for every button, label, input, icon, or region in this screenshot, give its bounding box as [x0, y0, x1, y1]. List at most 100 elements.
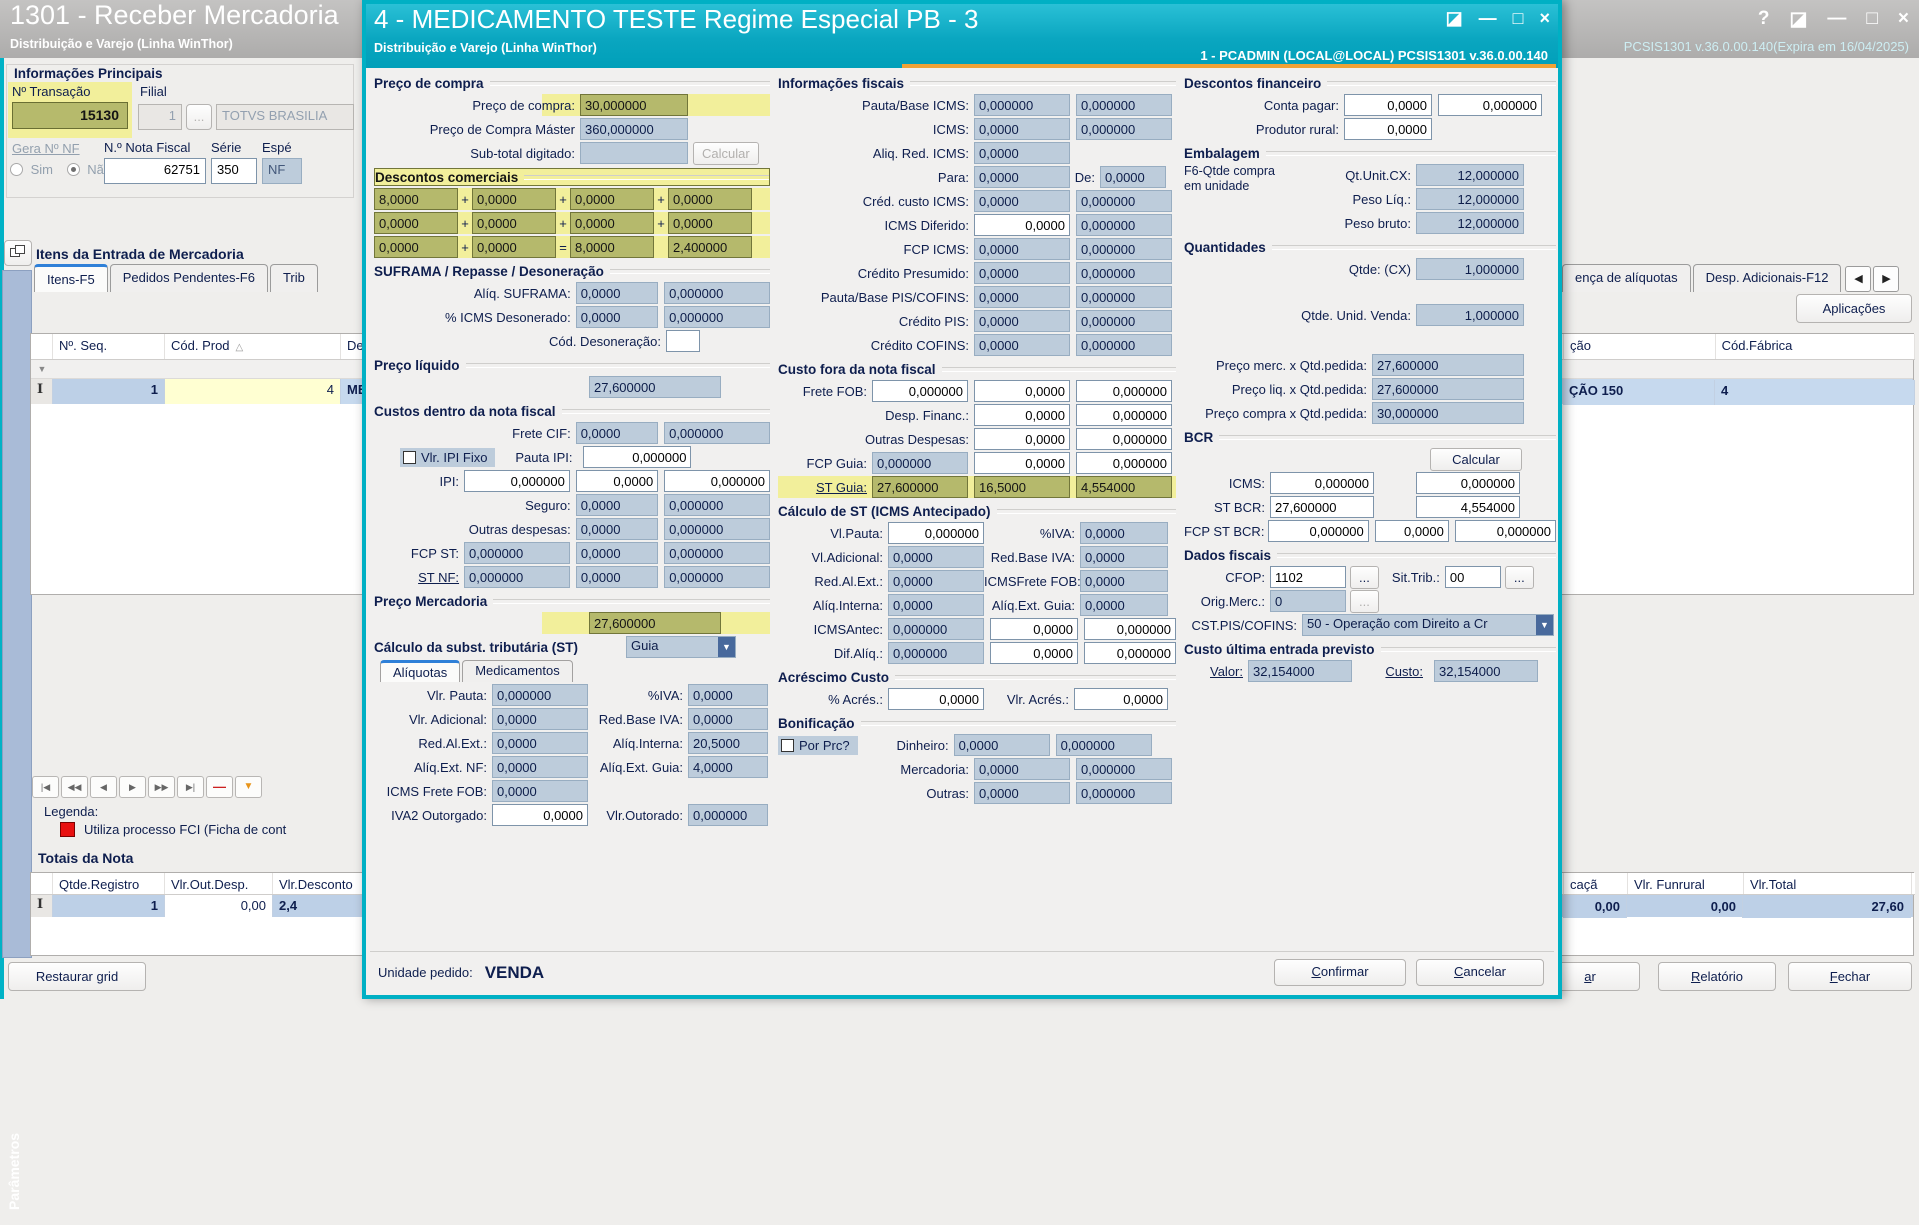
tab-desp-adicionais-f12[interactable]: Desp. Adicionais-F12	[1692, 264, 1842, 292]
fcp-guia-2-field[interactable]: 0,0000	[974, 452, 1070, 474]
cod-desoneracao-field[interactable]	[666, 330, 700, 352]
nav-next-page-icon[interactable]: ▶▶	[148, 776, 175, 798]
tab-tributacao[interactable]: Trib	[269, 264, 318, 292]
desconto-2-field[interactable]: 0,0000	[472, 188, 556, 210]
desconto-7-field[interactable]: 0,0000	[570, 212, 654, 234]
st-bcr-2-field[interactable]: 4,554000	[1416, 496, 1520, 518]
st-guia-1-field[interactable]: 27,600000	[872, 476, 968, 498]
desp-financ-2-field[interactable]: 0,000000	[1076, 404, 1172, 426]
chevron-down-icon[interactable]: ▼	[1536, 615, 1553, 635]
dialog-titlebar[interactable]: 4 - MEDICAMENTO TESTE Regime Especial PB…	[366, 4, 1558, 68]
tab-scroll-left-icon[interactable]: ◀	[1845, 266, 1872, 292]
ipi-3-field[interactable]: 0,000000	[664, 470, 770, 492]
valor-label[interactable]: Valor:	[1210, 663, 1243, 679]
bcr-calcular-button[interactable]: Calcular	[1430, 447, 1522, 471]
fcp-st-bcr-2-field[interactable]: 0,0000	[1374, 520, 1449, 542]
preco-de-compra-field[interactable]: 30,000000	[580, 94, 688, 116]
desconto-4-field[interactable]: 0,0000	[668, 188, 752, 210]
close-icon[interactable]: ×	[1539, 8, 1550, 28]
parametros-side-tab[interactable]: Parâmetros	[2, 270, 32, 1210]
st-guia-3-field[interactable]: 4,554000	[1076, 476, 1172, 498]
desconto-total-perc-field[interactable]: 8,0000	[570, 236, 654, 258]
desconto-9-field[interactable]: 0,0000	[374, 236, 458, 258]
ipi-1-field[interactable]: 0,000000	[464, 470, 570, 492]
nav-prior-page-icon[interactable]: ◀◀	[61, 776, 88, 798]
theme-icon[interactable]: ◪	[1789, 9, 1808, 30]
conta-pagar-1-field[interactable]: 0,0000	[1344, 94, 1432, 116]
conta-pagar-2-field[interactable]: 0,000000	[1438, 94, 1542, 116]
nav-last-icon[interactable]: ▶|	[177, 776, 204, 798]
tab-itens-f5[interactable]: Itens-F5	[34, 264, 108, 292]
sit-trib-field[interactable]: 00	[1444, 566, 1501, 588]
st-origem-dropdown[interactable]: Guia ▼	[626, 636, 736, 658]
grid-menu-icon[interactable]	[31, 334, 53, 359]
sit-trib-browse-button[interactable]: ...	[1504, 565, 1534, 589]
por-prc-checkbox[interactable]	[781, 738, 794, 752]
custo-label[interactable]: Custo:	[1385, 663, 1423, 679]
fcp-st-bcr-3-field[interactable]: 0,000000	[1454, 520, 1556, 542]
outras-despesas-fora-2-field[interactable]: 0,000000	[1076, 428, 1172, 450]
desconto-1-field[interactable]: 8,0000	[374, 188, 458, 210]
fcp-st-bcr-1-field[interactable]: 0,000000	[1267, 520, 1369, 542]
nav-first-icon[interactable]: |◀	[32, 776, 59, 798]
frete-fob-3-field[interactable]: 0,000000	[1076, 380, 1172, 402]
dif-aliq-2-field[interactable]: 0,0000	[990, 642, 1078, 664]
vlr-acres-field[interactable]: 0,0000	[1074, 688, 1168, 710]
bcr-icms-1-field[interactable]: 0,000000	[1270, 472, 1374, 494]
nav-delete-icon[interactable]: —	[206, 776, 233, 798]
vlr-ipi-fixo-checkbox[interactable]	[403, 450, 416, 464]
tab-aliquotas[interactable]: Alíquotas	[380, 660, 461, 682]
frete-fob-1-field[interactable]: 0,000000	[872, 380, 968, 402]
minimize-icon[interactable]: —	[1478, 8, 1497, 28]
cfop-field[interactable]: 1102	[1270, 566, 1346, 588]
cascade-button[interactable]	[4, 240, 32, 266]
desconto-8-field[interactable]: 0,0000	[668, 212, 752, 234]
chevron-down-icon[interactable]: ▼	[718, 637, 735, 657]
fcp-guia-3-field[interactable]: 0,000000	[1076, 452, 1172, 474]
desconto-10-field[interactable]: 0,0000	[472, 236, 556, 258]
frete-fob-2-field[interactable]: 0,0000	[974, 380, 1070, 402]
icms-antec-2-field[interactable]: 0,0000	[990, 618, 1078, 640]
aplicacoes-button[interactable]: Aplicações	[1796, 294, 1912, 323]
outras-despesas-fora-1-field[interactable]: 0,0000	[974, 428, 1070, 450]
desconto-total-valor-field[interactable]: 2,400000	[668, 236, 752, 258]
tab-diferenca-aliquotas[interactable]: ença de alíquotas	[1562, 264, 1691, 292]
totais-row-right[interactable]: 0,00 0,00 27,60	[1563, 896, 1915, 918]
preco-mercadoria-field[interactable]: 27,600000	[589, 612, 721, 634]
restaurar-grid-button[interactable]: Restaurar grid	[8, 962, 146, 991]
desconto-3-field[interactable]: 0,0000	[570, 188, 654, 210]
fechar-button[interactable]: Fechar	[1788, 962, 1912, 991]
desp-financ-1-field[interactable]: 0,0000	[974, 404, 1070, 426]
dif-aliq-3-field[interactable]: 0,000000	[1084, 642, 1176, 664]
theme-icon[interactable]: ◪	[1445, 8, 1463, 28]
close-icon[interactable]: ×	[1897, 8, 1909, 29]
st-guia-2-field[interactable]: 16,5000	[974, 476, 1070, 498]
header-cod-fabrica[interactable]: Cód.Fábrica	[1716, 334, 1915, 359]
maximize-icon[interactable]: □	[1866, 8, 1878, 29]
iva2-outorgado-field[interactable]: 0,0000	[492, 804, 588, 826]
help-icon[interactable]: ?	[1757, 8, 1770, 29]
nav-prior-icon[interactable]: ◀	[90, 776, 117, 798]
itens-grid-row-right[interactable]: ÇÃO 150 4	[1563, 380, 1915, 405]
por-prc-check[interactable]: Por Prc?	[778, 735, 858, 755]
header-descricao-tail[interactable]: ção	[1564, 334, 1716, 359]
desconto-5-field[interactable]: 0,0000	[374, 212, 458, 234]
minimize-icon[interactable]: —	[1827, 8, 1847, 29]
nav-next-icon[interactable]: ▶	[119, 776, 146, 798]
bcr-icms-2-field[interactable]: 0,000000	[1416, 472, 1520, 494]
serie-field[interactable]: 350	[211, 158, 257, 184]
vl-pauta-st-field[interactable]: 0,000000	[888, 522, 984, 544]
st-bcr-1-field[interactable]: 27,600000	[1270, 496, 1374, 518]
relatorio-button[interactable]: Relatório	[1658, 962, 1776, 991]
header-no-seq[interactable]: Nº. Seq.	[53, 334, 165, 359]
ipi-2-field[interactable]: 0,0000	[575, 470, 659, 492]
cfop-browse-button[interactable]: ...	[1350, 565, 1379, 589]
nota-fiscal-field[interactable]: 62751	[104, 158, 206, 184]
pauta-ipi-field[interactable]: 0,000000	[583, 446, 692, 468]
cancelar-button[interactable]: Cancelar	[1416, 959, 1544, 986]
grid-menu-icon[interactable]	[31, 873, 53, 894]
vlr-ipi-fixo-check[interactable]: Vlr. IPI Fixo	[400, 447, 496, 467]
desconto-6-field[interactable]: 0,0000	[472, 212, 556, 234]
icms-antec-3-field[interactable]: 0,000000	[1084, 618, 1176, 640]
st-nf-label[interactable]: ST NF:	[418, 569, 460, 585]
